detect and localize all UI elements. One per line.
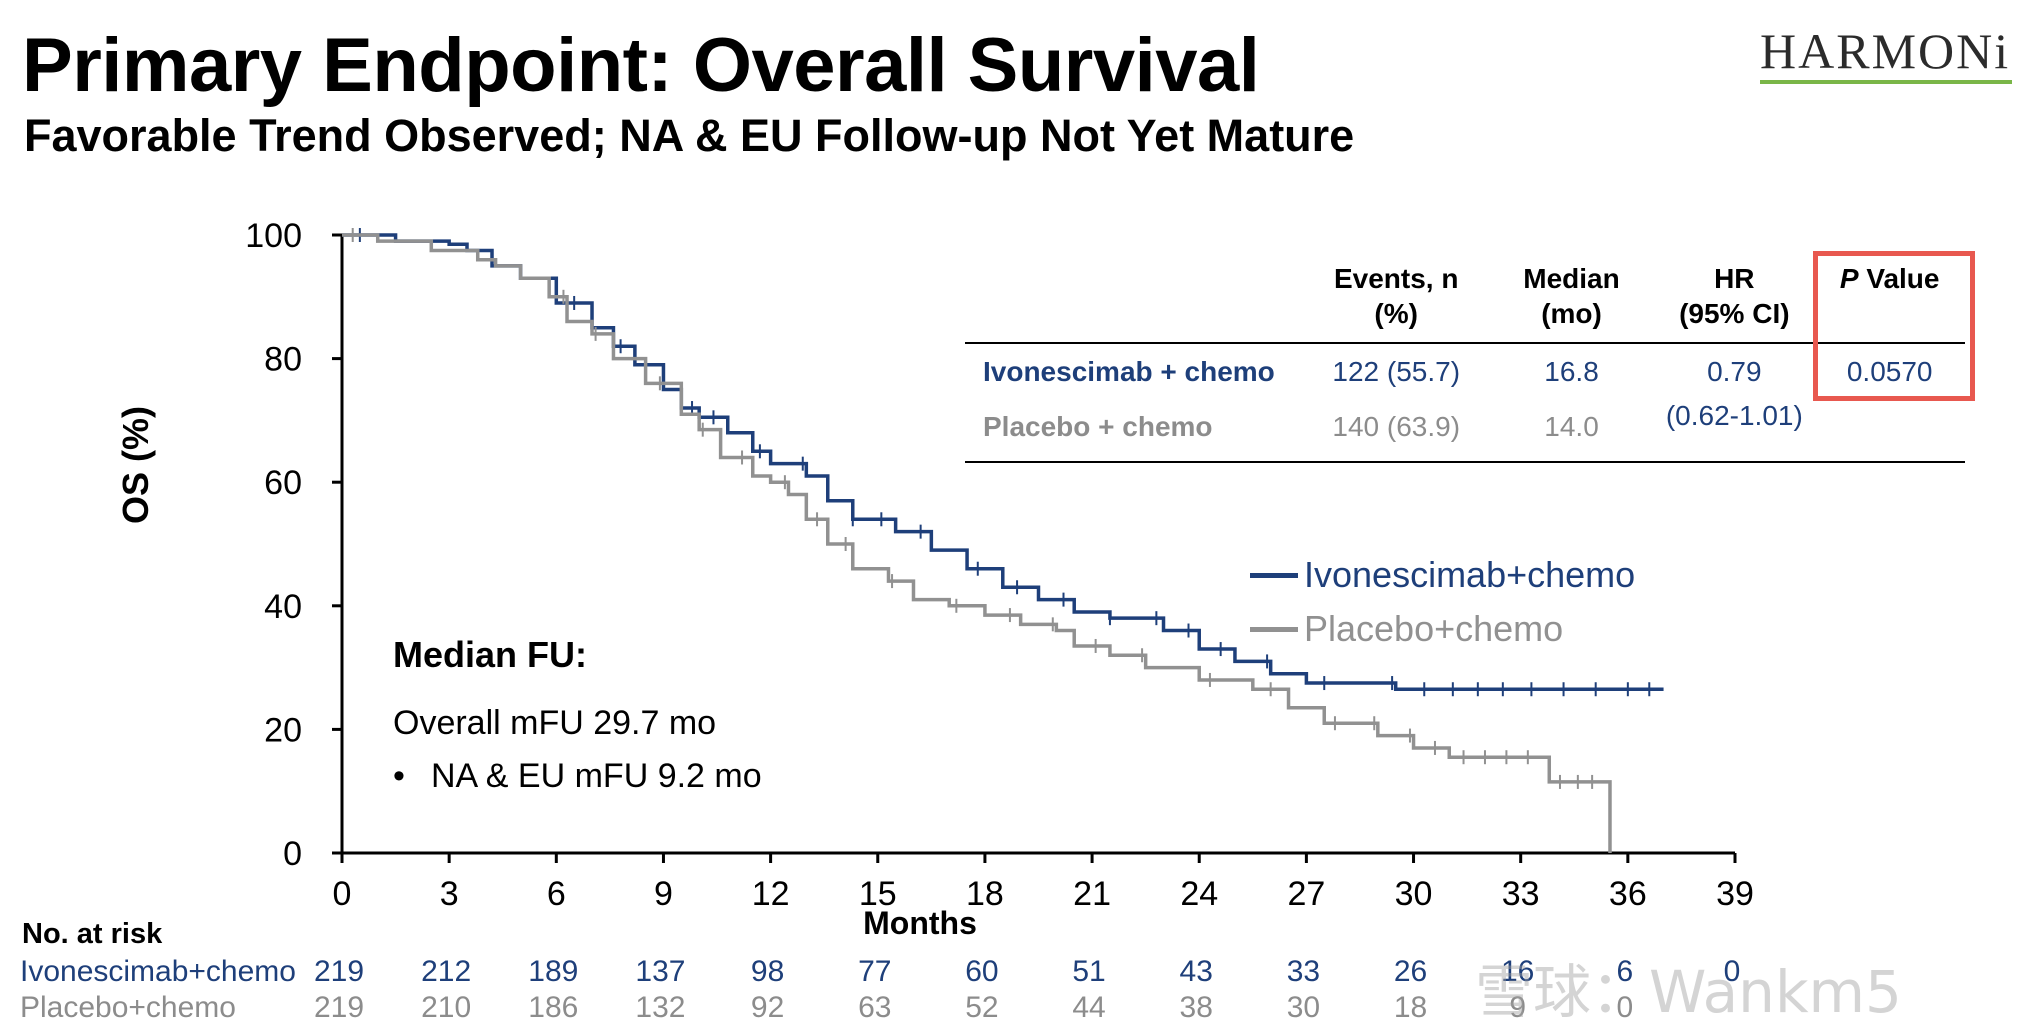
stats-table: Events, n (%) Median (mo) HR (95% CI) P … (965, 260, 1965, 463)
x-tick-label: 12 (752, 875, 790, 913)
x-tick-label: 30 (1395, 875, 1433, 913)
page-title: Primary Endpoint: Overall Survival (22, 23, 1260, 108)
stats-header-pvalue: P Value (1839, 263, 1940, 294)
chart-series-layer (342, 228, 1664, 853)
pvalue-highlight-box (1813, 251, 1975, 401)
stats-header-row: Events, n (%) Median (mo) HR (95% CI) P … (965, 260, 1965, 332)
risk-count: 63 (858, 991, 892, 1024)
y-tick-label: 60 (264, 464, 302, 502)
median-fu-overall: Overall mFU 29.7 mo (393, 704, 717, 742)
risk-count: 9 (1509, 991, 1527, 1024)
stats-header-median: Median (mo) (1523, 263, 1620, 329)
risk-count: 219 (313, 991, 365, 1024)
risk-count: 186 (528, 991, 579, 1024)
stats-row-placebo: Placebo + chemo 140 (63.9) 14.0 (0.62-1.… (965, 399, 1965, 455)
harmoni-logo: HARMONi (1760, 18, 2018, 88)
risk-count: 0 (1616, 991, 1634, 1024)
stats-events: 140 (63.9) (1332, 411, 1461, 442)
x-tick-label: 33 (1502, 875, 1540, 913)
risk-count: 210 (421, 991, 472, 1024)
risk-count: 189 (528, 955, 579, 988)
bullet-icon: • (393, 757, 405, 795)
x-tick-label: 15 (859, 875, 897, 913)
y-tick-label: 80 (264, 341, 302, 379)
x-tick-label: 3 (440, 875, 459, 913)
risk-count: 18 (1393, 991, 1428, 1024)
x-tick-label: 24 (1180, 875, 1218, 913)
risk-count: 51 (1072, 955, 1106, 988)
stats-row-label: Ivonescimab + chemo (983, 355, 1275, 387)
x-tick-label: 27 (1287, 875, 1325, 913)
y-tick-label: 100 (245, 217, 302, 255)
x-tick-label: 18 (966, 875, 1004, 913)
legend-label-placebo: Placebo+chemo (1304, 608, 1564, 649)
chart-legend: Ivonescimab+chemo Placebo+chemo (1250, 548, 1635, 656)
risk-count: 6 (1616, 955, 1634, 988)
legend-swatch-placebo (1250, 626, 1298, 632)
legend-item-ivonescimab: Ivonescimab+chemo (1250, 548, 1635, 602)
risk-count: 60 (965, 955, 999, 988)
x-tick-label: 39 (1716, 875, 1754, 913)
y-axis-label: OS (%) (115, 406, 156, 525)
risk-count: 98 (750, 955, 785, 988)
risk-count: 137 (635, 955, 686, 988)
legend-label-ivonescimab: Ivonescimab+chemo (1304, 554, 1636, 595)
stats-header-empty (965, 260, 1304, 332)
legend-item-placebo: Placebo+chemo (1250, 602, 1635, 656)
risk-count: 52 (965, 991, 999, 1024)
x-tick-label: 36 (1609, 875, 1647, 913)
x-tick-label: 6 (547, 875, 566, 913)
median-fu-na-eu-row: • NA & EU mFU 9.2 mo (393, 757, 762, 796)
stats-divider-top (965, 332, 1965, 344)
stats-header-hr: HR (95% CI) (1679, 263, 1790, 329)
x-tick-label: 9 (654, 875, 673, 913)
page-subtitle: Favorable Trend Observed; NA & EU Follow… (24, 110, 1355, 161)
stats-divider-bottom (965, 455, 1965, 463)
risk-count: 33 (1286, 955, 1321, 988)
risk-count: 219 (313, 955, 365, 988)
risk-count: 38 (1179, 991, 1213, 1024)
x-tick-label: 0 (333, 875, 352, 913)
stats-row-label: Placebo + chemo (983, 411, 1213, 442)
x-tick-label: 21 (1073, 875, 1111, 913)
risk-row-label: Placebo+chemo (20, 991, 236, 1024)
risk-count: 132 (635, 991, 686, 1024)
logo-text: HARMONi (1760, 23, 2011, 79)
risk-count: 26 (1393, 955, 1428, 988)
y-tick-label: 0 (283, 835, 302, 873)
risk-count: 212 (421, 955, 472, 988)
stats-hr: 0.79 (1707, 355, 1762, 387)
legend-swatch-ivonescimab (1250, 572, 1298, 578)
risk-count: 77 (858, 955, 892, 988)
stats-pvalue: 0.0570 (1846, 355, 1933, 387)
risk-count: 30 (1286, 991, 1321, 1024)
median-fu-box: Median FU: Overall mFU 29.7 mo • NA & EU … (393, 634, 762, 810)
risk-table-title: No. at risk (22, 918, 163, 950)
risk-count: 16 (1501, 955, 1535, 988)
risk-count: 43 (1179, 955, 1213, 988)
stats-median: 16.8 (1544, 355, 1599, 387)
risk-count: 44 (1072, 991, 1106, 1024)
stats-empty-cell (1814, 399, 1965, 455)
median-fu-title: Median FU: (393, 634, 587, 675)
logo-underline (1760, 80, 2012, 84)
y-tick-label: 20 (264, 711, 302, 749)
risk-count: 0 (1723, 955, 1741, 988)
x-axis-label: Months (863, 905, 977, 941)
median-fu-na-eu: NA & EU mFU 9.2 mo (431, 757, 762, 795)
stats-row-ivonescimab: Ivonescimab + chemo 122 (55.7) 16.8 0.79… (965, 343, 1965, 399)
risk-row-label: Ivonescimab+chemo (20, 955, 296, 988)
stats-events: 122 (55.7) (1332, 355, 1461, 387)
y-tick-label: 40 (264, 588, 302, 626)
watermark: 雪球：Wankm5 (1475, 958, 1902, 1026)
stats-hr-ci: (0.62-1.01) (1665, 400, 1803, 431)
stats-header-events: Events, n (%) (1333, 263, 1459, 329)
risk-count: 92 (750, 991, 785, 1024)
stats-median: 14.0 (1544, 411, 1599, 442)
series-line-placebo (342, 233, 1612, 853)
